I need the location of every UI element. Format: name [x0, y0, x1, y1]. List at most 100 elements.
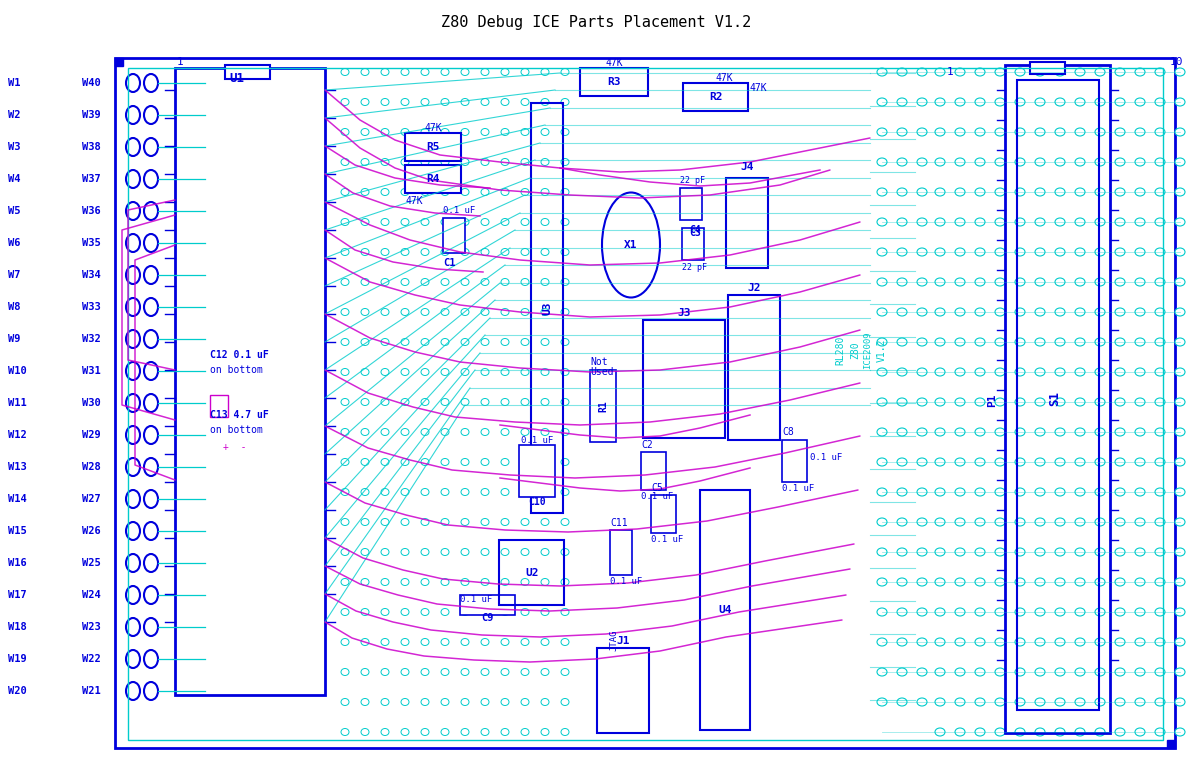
Ellipse shape [995, 188, 1005, 196]
Text: Z80: Z80 [850, 341, 859, 359]
Ellipse shape [1016, 398, 1025, 406]
Bar [1167, 740, 1175, 748]
Ellipse shape [381, 339, 389, 346]
Ellipse shape [1135, 728, 1146, 736]
Ellipse shape [421, 249, 429, 256]
Ellipse shape [877, 278, 887, 286]
Ellipse shape [955, 578, 966, 586]
Ellipse shape [381, 488, 389, 495]
Ellipse shape [877, 368, 887, 376]
Text: U1: U1 [230, 73, 244, 85]
Ellipse shape [1075, 188, 1085, 196]
Ellipse shape [1035, 308, 1045, 316]
Ellipse shape [561, 669, 569, 676]
Ellipse shape [461, 278, 468, 285]
Ellipse shape [975, 98, 985, 106]
Ellipse shape [1175, 68, 1185, 76]
Ellipse shape [877, 578, 887, 586]
Ellipse shape [144, 650, 159, 668]
Ellipse shape [361, 68, 370, 75]
Text: J2: J2 [747, 283, 760, 293]
Ellipse shape [501, 578, 509, 585]
Ellipse shape [126, 202, 139, 220]
Ellipse shape [381, 219, 389, 226]
Text: W9: W9 [8, 334, 20, 344]
Ellipse shape [1175, 728, 1185, 736]
Ellipse shape [144, 618, 159, 636]
Ellipse shape [1016, 728, 1025, 736]
Ellipse shape [1135, 668, 1146, 676]
Text: P1: P1 [987, 393, 997, 407]
Ellipse shape [1135, 698, 1146, 706]
Ellipse shape [521, 98, 529, 105]
Text: U2: U2 [526, 568, 539, 578]
Ellipse shape [126, 74, 139, 92]
Ellipse shape [541, 518, 550, 525]
Ellipse shape [441, 429, 449, 436]
Ellipse shape [501, 488, 509, 495]
Ellipse shape [1016, 188, 1025, 196]
Ellipse shape [975, 698, 985, 706]
Ellipse shape [401, 728, 409, 735]
Ellipse shape [401, 669, 409, 676]
Ellipse shape [461, 98, 468, 105]
Ellipse shape [1155, 698, 1165, 706]
Ellipse shape [1175, 638, 1185, 646]
Ellipse shape [521, 578, 529, 585]
Ellipse shape [341, 68, 349, 75]
Ellipse shape [975, 608, 985, 616]
Ellipse shape [401, 339, 409, 346]
Ellipse shape [995, 68, 1005, 76]
Ellipse shape [1155, 128, 1165, 136]
Ellipse shape [955, 488, 966, 496]
Ellipse shape [421, 639, 429, 646]
Ellipse shape [541, 728, 550, 735]
Ellipse shape [1035, 128, 1045, 136]
Text: J3: J3 [677, 308, 690, 318]
Ellipse shape [441, 129, 449, 136]
Ellipse shape [381, 398, 389, 405]
Text: W39: W39 [82, 110, 101, 120]
Ellipse shape [144, 234, 159, 252]
Ellipse shape [501, 98, 509, 105]
Ellipse shape [501, 459, 509, 466]
Ellipse shape [898, 188, 907, 196]
Ellipse shape [126, 682, 139, 700]
Ellipse shape [1075, 458, 1085, 466]
Ellipse shape [482, 308, 489, 315]
Ellipse shape [1175, 458, 1185, 466]
Ellipse shape [1155, 728, 1165, 736]
Bar [683, 83, 749, 111]
Ellipse shape [1175, 578, 1185, 586]
Ellipse shape [381, 669, 389, 676]
Ellipse shape [521, 308, 529, 315]
Ellipse shape [1135, 638, 1146, 646]
Ellipse shape [482, 518, 489, 525]
Ellipse shape [877, 638, 887, 646]
Ellipse shape [126, 362, 139, 380]
Text: 0.1 uF: 0.1 uF [782, 484, 814, 493]
Ellipse shape [1115, 698, 1125, 706]
Text: U4: U4 [719, 605, 732, 615]
Ellipse shape [381, 608, 389, 615]
Ellipse shape [361, 728, 370, 735]
Ellipse shape [401, 308, 409, 315]
Ellipse shape [441, 608, 449, 615]
Ellipse shape [995, 578, 1005, 586]
Bar [405, 133, 461, 161]
Ellipse shape [361, 669, 370, 676]
Ellipse shape [1115, 368, 1125, 376]
Ellipse shape [1075, 338, 1085, 346]
Ellipse shape [877, 338, 887, 346]
Ellipse shape [898, 308, 907, 316]
Ellipse shape [917, 188, 927, 196]
Ellipse shape [361, 278, 370, 285]
Ellipse shape [1175, 278, 1185, 286]
Ellipse shape [1035, 428, 1045, 436]
Ellipse shape [501, 188, 509, 195]
Ellipse shape [341, 488, 349, 495]
Ellipse shape [561, 188, 569, 195]
Ellipse shape [501, 249, 509, 256]
Ellipse shape [898, 248, 907, 256]
Ellipse shape [975, 728, 985, 736]
